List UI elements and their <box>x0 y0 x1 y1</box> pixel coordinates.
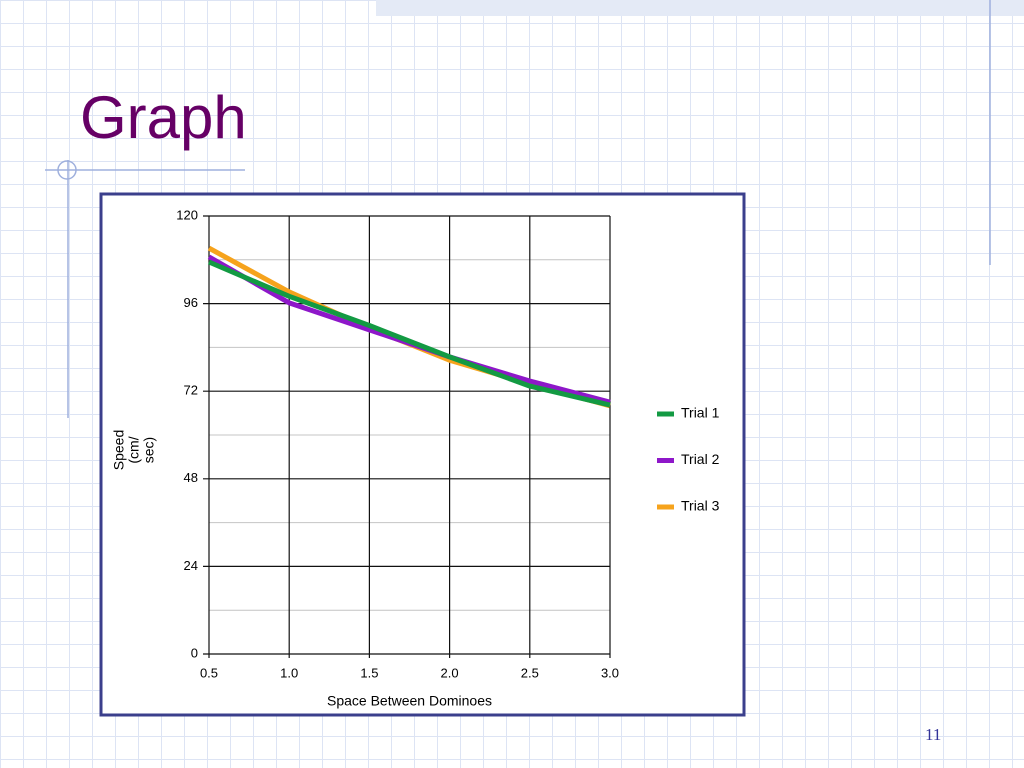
y-tick-label: 24 <box>184 558 198 573</box>
y-tick-label: 48 <box>184 470 198 485</box>
x-tick-label: 0.5 <box>200 665 218 680</box>
series-line <box>208 259 611 408</box>
y-tick-label: 96 <box>184 295 198 310</box>
chart: 0 24 48 72 96 120 0.5 1.0 1.5 2.0 2.5 3.0 Space Betw… <box>111 207 720 708</box>
y-axis-label: sec) <box>141 437 157 463</box>
legend-label: Trial 2 <box>681 451 720 467</box>
top-band <box>376 0 1024 16</box>
y-axis-label: (cm/ <box>126 436 142 463</box>
legend-label: Trial 3 <box>681 498 720 514</box>
page-number: 11 <box>925 725 941 744</box>
x-axis-label: Space Between Dominoes <box>327 693 492 709</box>
x-tick-label: 1.5 <box>360 665 378 680</box>
x-tick-label: 3.0 <box>601 665 619 680</box>
legend-label: Trial 1 <box>681 405 720 421</box>
y-tick-label: 120 <box>176 207 198 222</box>
x-tick-label: 2.0 <box>441 665 459 680</box>
decor-circle <box>57 160 77 180</box>
y-axis-label: Speed <box>111 430 127 470</box>
chart-frame <box>99 192 746 717</box>
y-tick-label: 72 <box>184 383 198 398</box>
x-tick-label: 2.5 <box>521 665 539 680</box>
slide-title: Graph <box>80 84 247 151</box>
y-tick-label: 0 <box>191 645 198 660</box>
x-tick-label: 1.0 <box>280 665 298 680</box>
